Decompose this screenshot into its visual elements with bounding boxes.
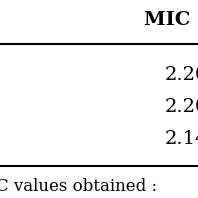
Text: 2.14: 2.14 bbox=[165, 130, 198, 148]
Text: C values obtained :: C values obtained : bbox=[0, 178, 157, 195]
Text: 2.20: 2.20 bbox=[165, 66, 198, 84]
Text: 2.20: 2.20 bbox=[165, 98, 198, 116]
Text: MIC (μl: MIC (μl bbox=[144, 11, 198, 29]
